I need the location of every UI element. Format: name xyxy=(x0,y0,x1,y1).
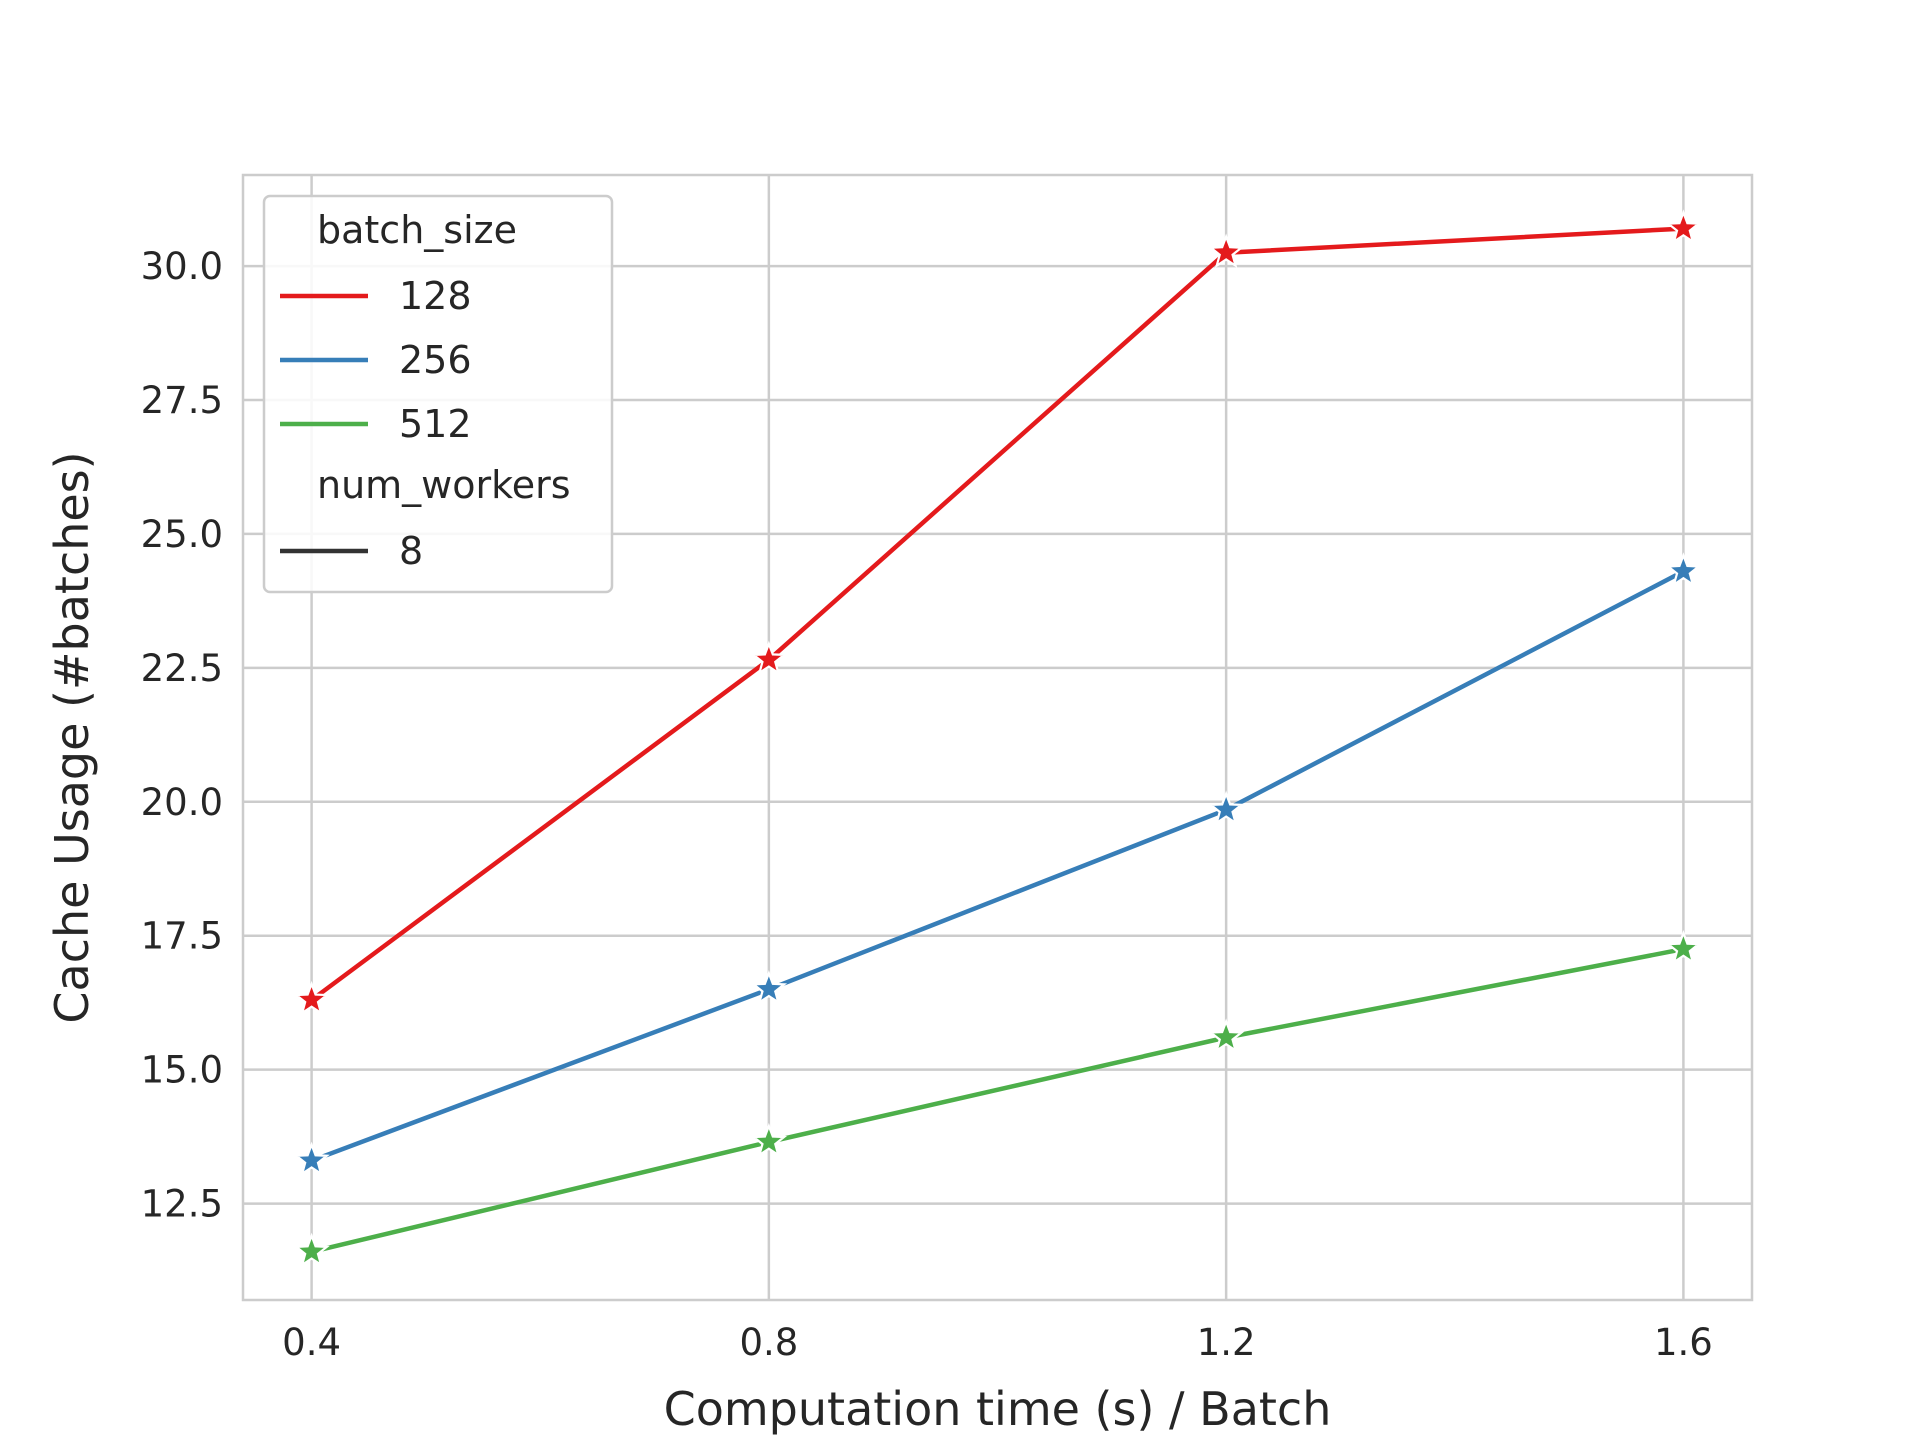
series-layer xyxy=(293,209,1702,1268)
x-tick-label: 1.2 xyxy=(1197,1321,1256,1364)
legend-label: 128 xyxy=(399,274,472,318)
x-tick-label: 0.4 xyxy=(282,1321,341,1364)
y-tick-label: 12.5 xyxy=(141,1183,223,1226)
legend-title-batch-size: batch_size xyxy=(317,208,517,252)
data-point-star xyxy=(1665,929,1702,965)
data-point-star xyxy=(1207,790,1245,826)
series-128 xyxy=(293,209,1702,1016)
data-point-star xyxy=(293,1141,330,1177)
y-tick-label: 30.0 xyxy=(141,245,223,288)
data-point-star xyxy=(750,1122,788,1158)
legend-box xyxy=(262,194,614,594)
y-axis-ticks: 12.5 15.0 17.5 20.0 22.5 25.0 27.5 30.0 xyxy=(141,245,223,1226)
legend-entries-batch-size: 128 256 512 xyxy=(280,274,472,446)
data-point-star xyxy=(1207,1018,1245,1053)
data-point-star xyxy=(750,970,788,1005)
series-line xyxy=(309,569,1686,1163)
series-256 xyxy=(293,552,1702,1177)
legend-entries-num-workers: 8 xyxy=(280,529,423,573)
y-axis-label: Cache Usage (#batches) xyxy=(45,451,99,1023)
series-512 xyxy=(293,929,1702,1268)
y-tick-label: 20.0 xyxy=(141,781,223,824)
y-tick-label: 27.5 xyxy=(141,379,223,422)
legend-label: 512 xyxy=(399,402,472,446)
x-tick-label: 0.8 xyxy=(739,1321,798,1364)
y-tick-label: 25.0 xyxy=(141,513,223,556)
x-tick-label: 1.6 xyxy=(1654,1321,1713,1364)
legend-entry-512: 512 xyxy=(280,402,472,446)
x-axis-ticks: 0.4 0.8 1.2 1.6 xyxy=(282,1321,1713,1364)
y-tick-label: 22.5 xyxy=(141,647,223,690)
y-tick-label: 15.0 xyxy=(141,1049,223,1092)
legend-title-num-workers: num_workers xyxy=(317,463,571,507)
data-point-star xyxy=(1665,552,1702,587)
legend-entry-workers-8: 8 xyxy=(280,529,423,573)
legend-entry-256: 256 xyxy=(280,338,472,382)
series-line xyxy=(309,946,1686,1255)
data-point-star xyxy=(293,1232,330,1268)
legend-label: 256 xyxy=(399,338,472,382)
legend-entry-128: 128 xyxy=(280,274,472,318)
x-axis-label: Computation time (s) / Batch xyxy=(664,1382,1332,1436)
data-point-star xyxy=(1207,233,1245,269)
legend-label: 8 xyxy=(399,529,423,573)
y-tick-label: 17.5 xyxy=(141,915,223,958)
plot-area-frame xyxy=(241,173,1754,1302)
data-point-star xyxy=(750,640,788,676)
legend: batch_size 128 256 512 num_workers 8 xyxy=(262,194,614,594)
series-line xyxy=(309,226,1686,1003)
data-point-star xyxy=(1665,209,1702,245)
data-point-star xyxy=(293,980,330,1016)
